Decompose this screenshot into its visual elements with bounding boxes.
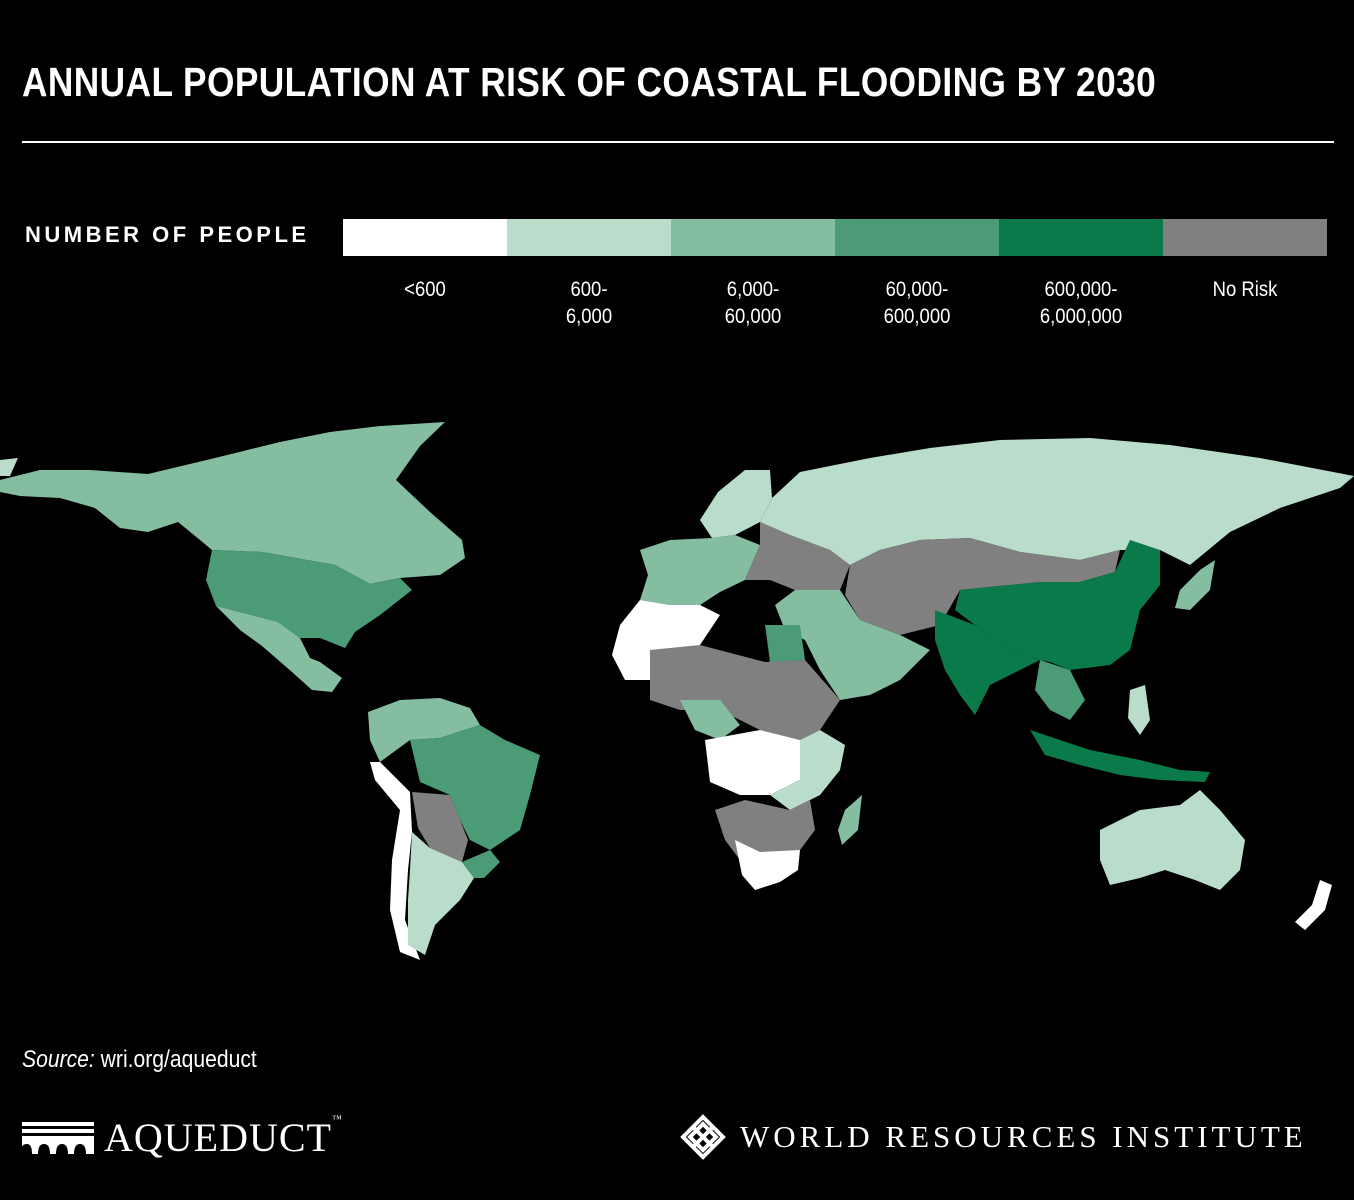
aqueduct-logo: AQUEDUCT™ (22, 1114, 343, 1161)
wri-logo: WORLD RESOURCES INSTITUTE (680, 1114, 1307, 1160)
region-nigeria (680, 700, 740, 740)
legend-swatch-60000-600000 (835, 219, 999, 256)
aqueduct-logo-text: AQUEDUCT™ (104, 1114, 343, 1160)
region-japan (1175, 560, 1215, 610)
legend-label-600-6000: 600- 6,000 (565, 278, 613, 328)
region-bolivia-paraguay (412, 792, 468, 862)
legend-title: NUMBER OF PEOPLE (25, 222, 310, 247)
region-russia (760, 438, 1354, 565)
world-map (0, 422, 1354, 960)
region-greenland (0, 458, 18, 476)
region-sahel (650, 645, 840, 740)
region-europe (640, 535, 760, 605)
wri-logo-icon (680, 1114, 726, 1160)
region-australia (1100, 790, 1245, 890)
region-eastern-europe (745, 522, 850, 590)
legend-labels: <600 600- 6,000 6,000- 60,000 60,000- 60… (343, 276, 1327, 330)
legend-swatch-600-6000 (507, 219, 671, 256)
region-argentina (408, 832, 474, 955)
legend-label-60000-600000: 60,000- 600,000 (883, 278, 951, 328)
region-canada (148, 422, 465, 584)
title-divider (22, 141, 1334, 143)
region-sahara-west (612, 600, 720, 680)
source-url: wri.org/aqueduct (94, 1046, 257, 1073)
legend-label-6000-60000: 6,000- 60,000 (724, 278, 782, 328)
region-united-states (206, 550, 412, 648)
region-india (935, 610, 1040, 715)
region-madagascar (838, 795, 862, 845)
map-title: ANNUAL POPULATION AT RISK OF COASTAL FLO… (22, 59, 1157, 105)
source-label: Source: (22, 1046, 95, 1073)
region-egypt (765, 625, 805, 662)
region-scandinavia (700, 470, 772, 538)
region-china (955, 540, 1160, 670)
region-southern-africa-interior (715, 800, 815, 860)
region-east-africa (770, 730, 845, 810)
aqueduct-logo-icon (22, 1121, 94, 1154)
region-middle-east (775, 590, 930, 700)
legend-swatch-under-600 (343, 219, 507, 256)
region-peru-chile-coast (370, 762, 420, 960)
legend-label-600000-6000000: 600,000- 6,000,000 (1039, 278, 1123, 328)
region-new-zealand (1295, 880, 1332, 930)
legend-swatch-no-risk (1163, 219, 1327, 256)
region-central-africa (705, 730, 800, 795)
region-indonesia (1030, 730, 1210, 782)
region-brazil (410, 725, 540, 850)
wri-logo-text: WORLD RESOURCES INSTITUTE (740, 1119, 1307, 1154)
legend-swatch-6000-60000 (671, 219, 835, 256)
source-credit: Source: wri.org/aqueduct (22, 1046, 257, 1074)
region-colombia-venezuela (368, 698, 480, 762)
region-uruguay-south-brazil (462, 850, 500, 878)
region-southeast-asia (1035, 660, 1085, 720)
region-mongolia (1010, 550, 1120, 585)
legend-label-under-600: <600 (404, 278, 446, 301)
region-alaska (0, 470, 148, 532)
legend-color-bar (343, 219, 1327, 256)
legend-swatch-600000-6000000 (999, 219, 1163, 256)
region-philippines (1128, 685, 1150, 735)
legend-label-no-risk: No Risk (1212, 278, 1278, 301)
region-mexico (216, 606, 342, 692)
region-south-africa (735, 840, 800, 890)
